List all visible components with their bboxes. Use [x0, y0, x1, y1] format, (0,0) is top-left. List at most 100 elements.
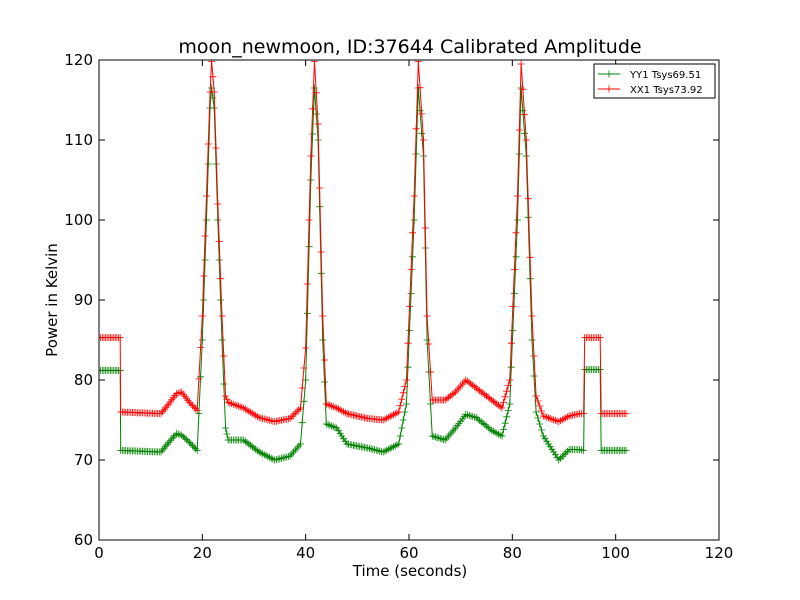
data-point-marker: [562, 414, 570, 422]
x-tick-label: 80: [503, 544, 522, 562]
data-point-marker: [402, 400, 410, 408]
data-point-marker: [210, 88, 218, 96]
data-point-marker: [272, 456, 280, 464]
data-point-marker: [543, 413, 551, 421]
data-point-marker: [470, 413, 478, 421]
data-point-marker: [262, 452, 270, 460]
data-point-marker: [526, 275, 534, 283]
data-point-marker: [522, 136, 530, 144]
data-point-marker: [550, 416, 558, 424]
data-point-marker: [159, 446, 167, 454]
x-tick-label: 60: [399, 544, 418, 562]
data-point-marker: [440, 436, 448, 443]
data-point-marker: [163, 402, 171, 410]
data-point-marker: [279, 454, 287, 462]
data-point-marker: [201, 256, 209, 264]
data-point-marker: [353, 442, 360, 450]
data-point-marker: [305, 243, 313, 251]
data-point-marker: [257, 449, 265, 457]
data-point-marker: [257, 414, 265, 422]
data-point-marker: [391, 410, 399, 418]
data-point-marker: [317, 248, 325, 256]
y-axis-label: Power in Kelvin: [43, 243, 61, 357]
data-point-marker: [165, 438, 173, 446]
data-point-marker: [290, 411, 298, 419]
data-point-marker: [266, 453, 273, 461]
data-point-marker: [209, 94, 217, 102]
data-point-marker: [622, 446, 630, 454]
y-tick-label: 60: [74, 531, 93, 549]
data-point-marker: [187, 440, 195, 448]
data-point-marker: [307, 176, 315, 184]
data-point-marker: [557, 454, 565, 462]
data-point-marker: [303, 280, 311, 288]
data-point-marker: [236, 403, 244, 411]
data-point-marker: [238, 403, 246, 411]
data-point-marker: [353, 412, 360, 420]
data-point-marker: [266, 416, 273, 424]
data-point-marker: [519, 107, 527, 115]
data-point-marker: [596, 334, 604, 342]
data-point-marker: [510, 266, 518, 274]
data-point-marker: [409, 229, 417, 237]
data-point-marker: [297, 440, 304, 448]
data-point-marker: [192, 445, 200, 453]
data-point-marker: [423, 312, 431, 320]
data-point-marker: [311, 84, 318, 92]
data-point-marker: [557, 417, 565, 425]
data-point-marker: [393, 409, 401, 417]
data-point-marker: [283, 453, 291, 461]
data-point-marker: [506, 400, 514, 408]
data-point-marker: [326, 401, 334, 409]
data-point-marker: [209, 73, 217, 81]
data-point-marker: [391, 442, 399, 450]
data-point-marker: [517, 84, 525, 92]
data-point-marker: [560, 415, 568, 423]
data-point-marker: [438, 435, 446, 443]
data-point-marker: [506, 376, 514, 384]
data-point-marker: [169, 433, 177, 441]
data-point-marker: [293, 408, 301, 415]
data-point-marker: [512, 229, 520, 237]
data-point-marker: [536, 420, 544, 428]
data-point-marker: [406, 302, 413, 310]
data-point-marker: [501, 419, 509, 427]
data-point-marker: [477, 418, 485, 426]
y-tick-label: 80: [74, 371, 93, 389]
data-point-marker: [538, 407, 545, 415]
data-point-marker: [305, 216, 313, 224]
data-point-marker: [372, 446, 380, 454]
data-point-marker: [500, 398, 507, 406]
data-point-marker: [545, 414, 552, 422]
data-point-marker: [507, 363, 515, 371]
legend-box: [593, 63, 716, 99]
data-point-marker: [472, 414, 480, 422]
data-point-marker: [215, 237, 223, 245]
x-tick-label: 20: [193, 544, 212, 562]
data-point-marker: [390, 411, 397, 419]
data-point-marker: [388, 444, 396, 452]
data-point-marker: [312, 89, 320, 97]
data-point-marker: [401, 408, 409, 416]
data-point-marker: [399, 389, 407, 397]
data-point-marker: [489, 427, 497, 435]
data-point-marker: [200, 296, 208, 304]
data-point-marker: [562, 449, 570, 457]
data-point-marker: [555, 418, 563, 426]
data-point-marker: [622, 410, 630, 418]
data-point-marker: [291, 409, 299, 417]
data-point-marker: [532, 392, 540, 400]
data-point-marker: [159, 408, 167, 416]
data-point-marker: [396, 402, 404, 410]
data-point-marker: [515, 150, 523, 158]
data-point-marker: [530, 352, 538, 360]
data-point-marker: [503, 387, 511, 395]
data-point-marker: [396, 432, 404, 440]
x-axis-label: Time (seconds): [352, 562, 468, 580]
data-point-marker: [203, 216, 210, 224]
data-point-marker: [521, 111, 529, 119]
data-point-marker: [322, 420, 330, 428]
data-point-marker: [288, 413, 296, 421]
data-point-marker: [303, 309, 311, 317]
